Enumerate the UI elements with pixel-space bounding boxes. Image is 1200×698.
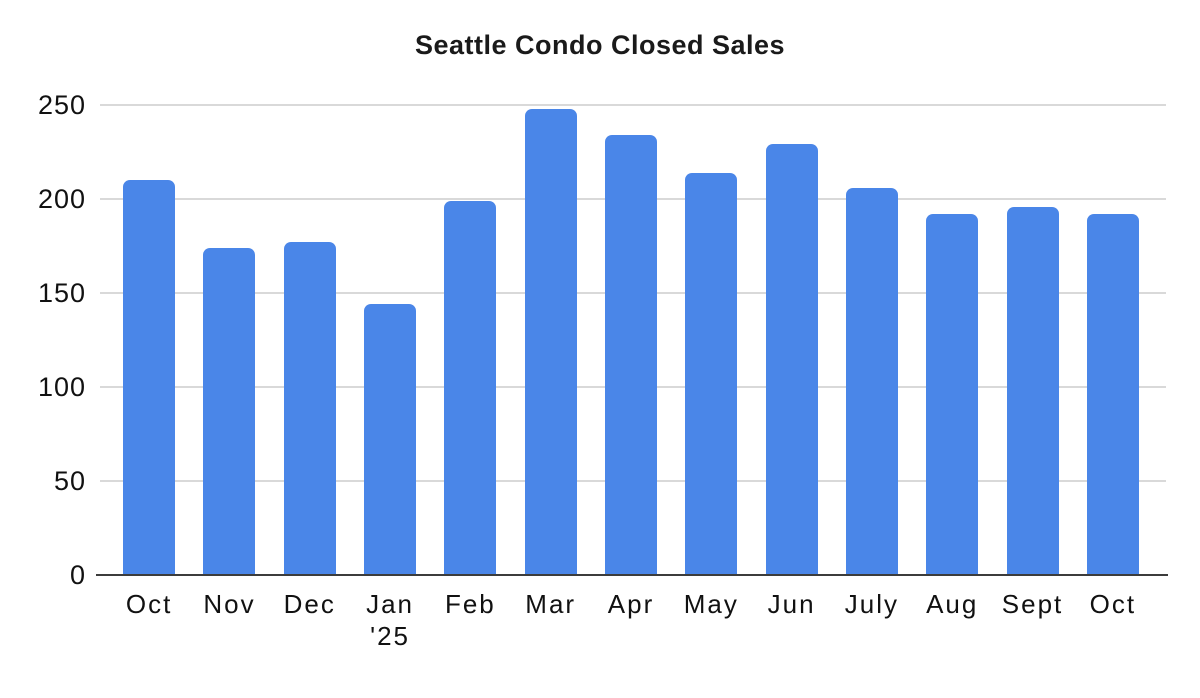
bar-dec-2 <box>283 242 336 575</box>
plot-area <box>100 104 1166 575</box>
bar-jun-8 <box>765 144 818 575</box>
x-axis-label-july-9: July <box>844 589 900 619</box>
y-axis-tick-label-200: 200 <box>37 184 86 214</box>
x-axis-label-mar-5: Mar <box>525 589 577 619</box>
bar-apr-6 <box>605 135 657 575</box>
bar-may-7 <box>685 172 738 575</box>
x-axis-line <box>96 574 1168 576</box>
x-axis-label-jan-3: Jan '25 <box>350 588 430 652</box>
bar-feb-4 <box>444 200 497 575</box>
y-axis-tick-label-50: 50 <box>53 466 86 496</box>
y-axis-tick-label-150: 150 <box>37 278 86 308</box>
y-axis-tick-label-250: 250 <box>37 90 86 120</box>
x-axis-label-feb-4: Feb <box>444 589 496 619</box>
bar-july-9 <box>845 187 898 575</box>
bar-nov-1 <box>203 247 256 575</box>
x-axis-sublabel-3: '25 <box>370 621 410 651</box>
bar-oct-0 <box>123 180 176 575</box>
x-axis-label-dec-2: Dec <box>283 589 336 619</box>
bar-oct-12 <box>1086 214 1139 575</box>
x-axis-label-oct-12: Oct <box>1089 589 1137 619</box>
x-axis-label-may-7: May <box>683 589 739 619</box>
gridline-250 <box>100 104 1166 106</box>
bar-mar-5 <box>524 108 577 575</box>
x-axis-label-sept-11: Sept <box>1001 589 1064 619</box>
y-axis-tick-label-100: 100 <box>37 372 86 402</box>
x-axis-label-nov-1: Nov <box>203 589 256 619</box>
bar-sept-11 <box>1006 206 1059 575</box>
bar-jan-3 <box>364 304 417 575</box>
x-axis-label-aug-10: Aug <box>926 589 979 619</box>
y-axis-tick-label-0: 0 <box>69 560 86 590</box>
chart-title: Seattle Condo Closed Sales <box>414 30 786 60</box>
x-axis-label-jun-8: Jun <box>767 589 816 619</box>
x-axis-label-oct-0: Oct <box>125 589 173 619</box>
bar-aug-10 <box>926 214 979 575</box>
x-axis-label-apr-6: Apr <box>607 589 655 619</box>
